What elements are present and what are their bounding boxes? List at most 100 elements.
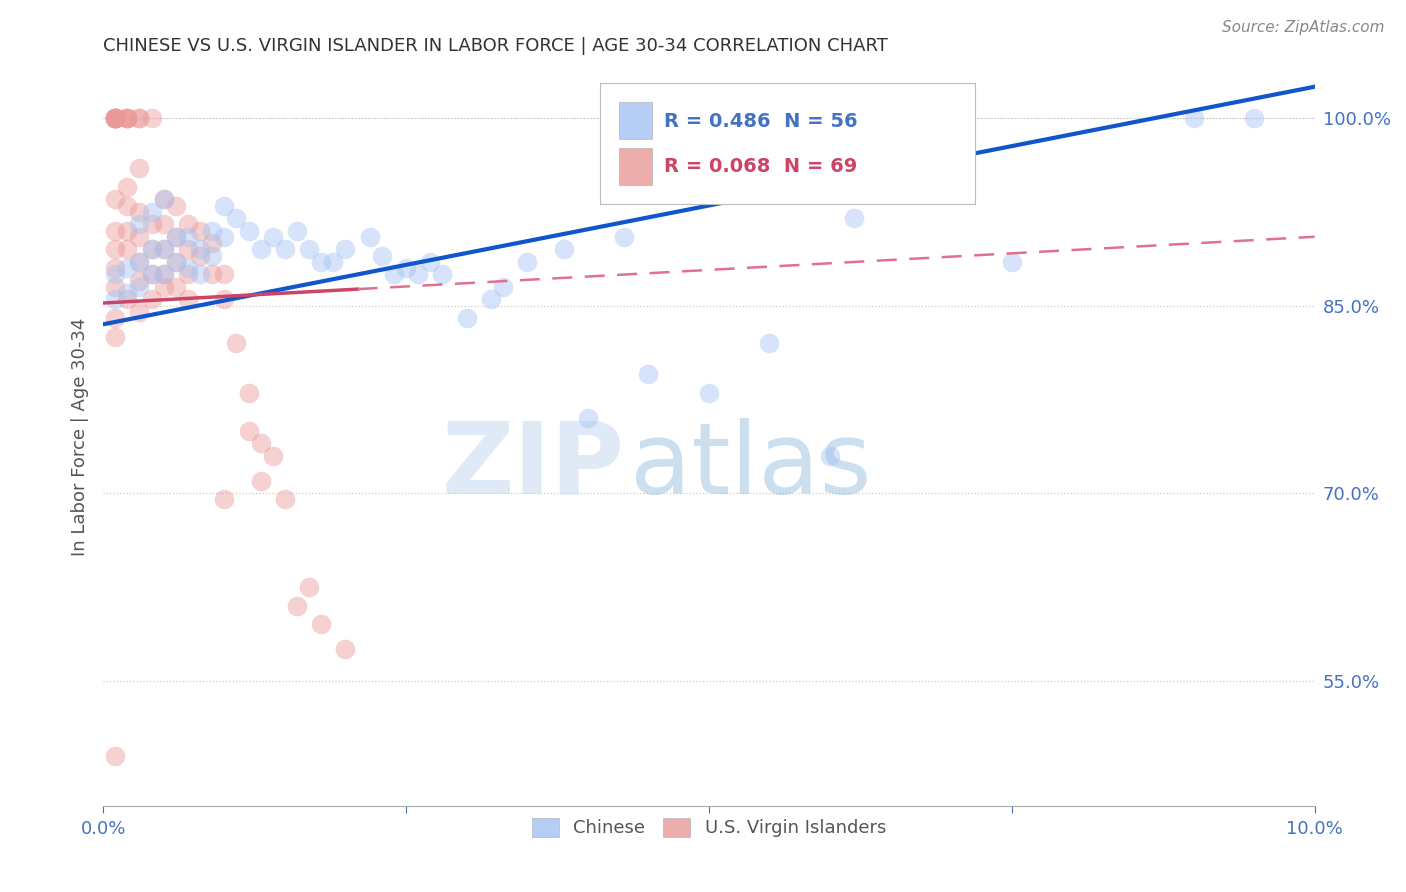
Point [141, 242, 163, 256]
Point [177, 242, 200, 256]
Point [141, 267, 163, 281]
Point [141, 204, 163, 219]
Point [309, 617, 332, 632]
Point [177, 229, 200, 244]
FancyBboxPatch shape [600, 83, 976, 204]
Point [104, 242, 127, 256]
Point [177, 267, 200, 281]
Point [128, 274, 150, 288]
Text: ZIP: ZIP [441, 417, 624, 515]
Point [382, 267, 405, 281]
Point [117, 286, 139, 301]
Text: Source: ZipAtlas.com: Source: ZipAtlas.com [1222, 20, 1385, 35]
Point [177, 293, 200, 307]
Point [117, 111, 139, 125]
Point [104, 111, 127, 125]
Point [117, 293, 139, 307]
Point [104, 293, 127, 307]
Point [188, 248, 211, 262]
Point [165, 254, 187, 268]
Point [104, 330, 127, 344]
Point [188, 242, 211, 256]
Text: CHINESE VS U.S. VIRGIN ISLANDER IN LABOR FORCE | AGE 30-34 CORRELATION CHART: CHINESE VS U.S. VIRGIN ISLANDER IN LABOR… [103, 37, 889, 55]
Point [818, 449, 841, 463]
Point [1001, 254, 1024, 268]
Point [104, 111, 127, 125]
Point [214, 293, 236, 307]
Point [214, 229, 236, 244]
Point [128, 111, 150, 125]
Point [128, 229, 150, 244]
Point [165, 254, 187, 268]
Point [274, 492, 297, 507]
Point [298, 580, 321, 594]
Point [128, 254, 150, 268]
Point [117, 260, 139, 275]
Point [576, 411, 599, 425]
Point [697, 386, 720, 401]
Point [117, 223, 139, 237]
Point [104, 111, 127, 125]
Point [104, 192, 127, 206]
Point [152, 217, 174, 231]
Point [104, 267, 127, 281]
Point [141, 293, 163, 307]
Point [844, 211, 866, 225]
Point [395, 260, 418, 275]
Point [335, 242, 357, 256]
Point [104, 111, 127, 125]
Point [637, 368, 659, 382]
Point [214, 492, 236, 507]
Point [406, 267, 429, 281]
Point [104, 260, 127, 275]
Point [117, 111, 139, 125]
Point [1182, 111, 1205, 125]
Point [165, 229, 187, 244]
Point [152, 192, 174, 206]
Point [249, 474, 271, 488]
Point [152, 267, 174, 281]
Point [104, 311, 127, 326]
Point [152, 242, 174, 256]
Point [104, 111, 127, 125]
Point [214, 267, 236, 281]
Point [249, 436, 271, 450]
Point [128, 217, 150, 231]
Point [201, 223, 224, 237]
Point [492, 280, 515, 294]
FancyBboxPatch shape [619, 148, 652, 186]
Point [249, 242, 271, 256]
Point [117, 198, 139, 212]
Point [238, 424, 260, 438]
Point [128, 305, 150, 319]
Point [104, 748, 127, 763]
Point [1243, 111, 1265, 125]
Point [141, 267, 163, 281]
Point [262, 449, 284, 463]
Point [298, 242, 321, 256]
Point [238, 386, 260, 401]
Point [225, 336, 247, 351]
Text: R = 0.486  N = 56: R = 0.486 N = 56 [664, 112, 858, 130]
Text: R = 0.068  N = 69: R = 0.068 N = 69 [664, 157, 858, 177]
Point [152, 192, 174, 206]
Point [117, 179, 139, 194]
Legend: Chinese, U.S. Virgin Islanders: Chinese, U.S. Virgin Islanders [524, 811, 893, 845]
Point [238, 223, 260, 237]
Point [613, 229, 636, 244]
Point [177, 217, 200, 231]
Point [152, 242, 174, 256]
Point [479, 293, 502, 307]
Point [359, 229, 381, 244]
Point [152, 280, 174, 294]
Point [141, 111, 163, 125]
Point [262, 229, 284, 244]
Point [104, 111, 127, 125]
Text: atlas: atlas [630, 417, 872, 515]
Point [104, 111, 127, 125]
Point [128, 161, 150, 175]
Point [165, 229, 187, 244]
Point [128, 254, 150, 268]
Point [371, 248, 394, 262]
Point [758, 336, 780, 351]
